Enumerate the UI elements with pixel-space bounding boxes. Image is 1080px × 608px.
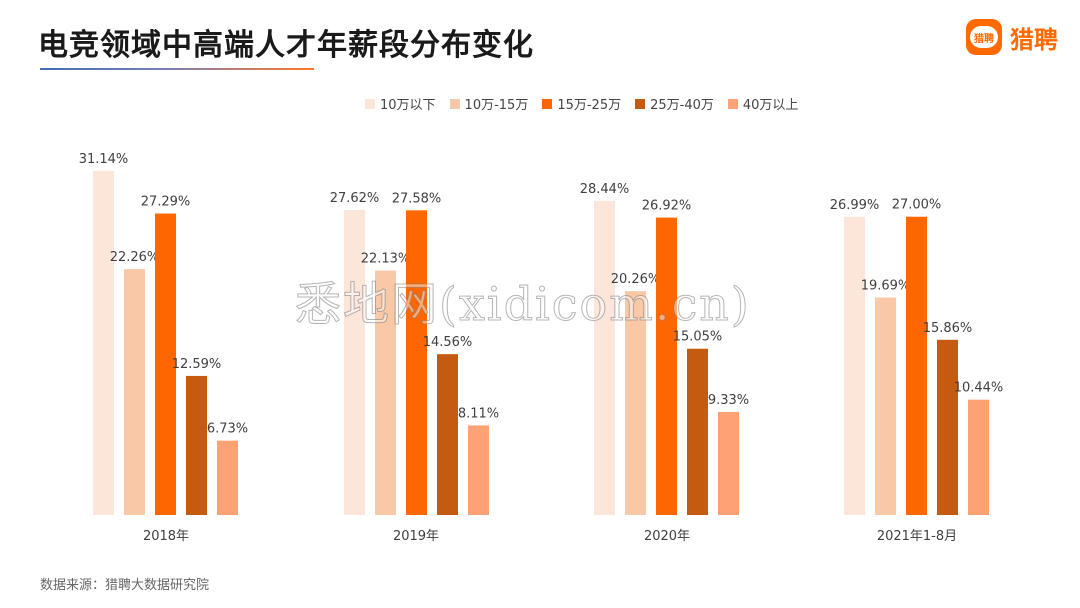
category-label: 2019年 [393,529,439,544]
data-label: 10.44% [954,381,1004,396]
watermark: 悉地网(xidicom.cn) [295,277,751,332]
legend-item: 25万-40万 [635,94,714,113]
data-label: 9.33% [708,393,749,408]
category-label: 2020年 [644,529,690,544]
bar [186,375,207,515]
bar [687,348,708,515]
category-label: 2021年1-8月 [877,529,957,544]
chart-legend: 10万以下 10万-15万 15万-25万 25万-40万 40万以上 [365,94,798,113]
bar [217,440,238,515]
legend-item: 40万以上 [727,94,799,113]
legend-swatch [365,98,375,109]
legend-label: 25万-40万 [650,98,714,113]
bar [594,200,615,515]
data-label: 26.92% [642,199,692,214]
legend-label: 40万以上 [742,98,799,113]
bar [155,213,176,515]
title-underline [40,68,314,70]
data-label: 14.56% [423,335,473,350]
bar [906,216,927,515]
bar [437,354,458,515]
data-label: 31.14% [79,152,129,167]
brand-logo-icon: 猎聘 [966,19,1002,55]
bar [875,297,896,515]
legend-swatch [635,98,646,109]
data-label: 27.29% [141,195,191,210]
brand-name: 猎聘 [1010,25,1058,54]
legend-label: 10万-15万 [464,98,529,113]
legend-swatch [727,98,738,109]
data-label: 22.13% [361,252,411,267]
data-label: 6.73% [207,422,248,437]
bar [718,411,739,515]
bar [406,210,427,515]
data-label: 15.86% [923,321,973,336]
brand-logo-text: 猎聘 [970,26,998,48]
data-label: 27.00% [892,198,942,213]
data-label: 27.62% [330,191,380,206]
bar [124,269,145,515]
data-label: 15.05% [673,330,723,345]
legend-item: 10万以下 [365,94,436,113]
data-label: 19.69% [861,278,911,293]
data-label: 27.58% [392,191,442,206]
data-label: 26.99% [830,198,880,213]
legend-item: 10万-15万 [449,94,529,113]
bar [844,216,865,515]
bar [656,217,677,515]
bar [625,291,646,515]
chart-title: 电竞领域中高端人才年薪段分布变化 [38,28,534,63]
data-source: 数据来源：猎聘大数据研究院 [40,578,210,593]
legend-swatch [449,98,460,109]
data-label: 8.11% [458,406,499,421]
bar [375,270,396,515]
legend-label: 10万以下 [380,98,436,113]
legend-item: 15万-25万 [542,94,621,113]
data-label: 22.26% [110,250,160,265]
bar [968,399,989,515]
brand: 猎聘 猎聘 [966,19,1058,55]
data-label: 12.59% [172,357,222,372]
bar [937,339,958,515]
legend-swatch [542,98,553,109]
bar [468,425,489,515]
data-label: 28.44% [580,182,630,197]
legend-label: 15万-25万 [557,98,622,113]
data-label: 20.26% [611,272,661,287]
bar [344,209,365,515]
bar [93,171,114,515]
category-label: 2018年 [143,529,189,544]
